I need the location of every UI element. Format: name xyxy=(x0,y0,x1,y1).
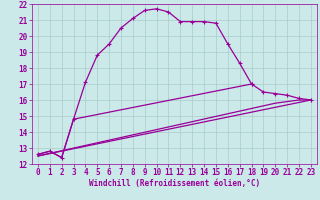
X-axis label: Windchill (Refroidissement éolien,°C): Windchill (Refroidissement éolien,°C) xyxy=(89,179,260,188)
